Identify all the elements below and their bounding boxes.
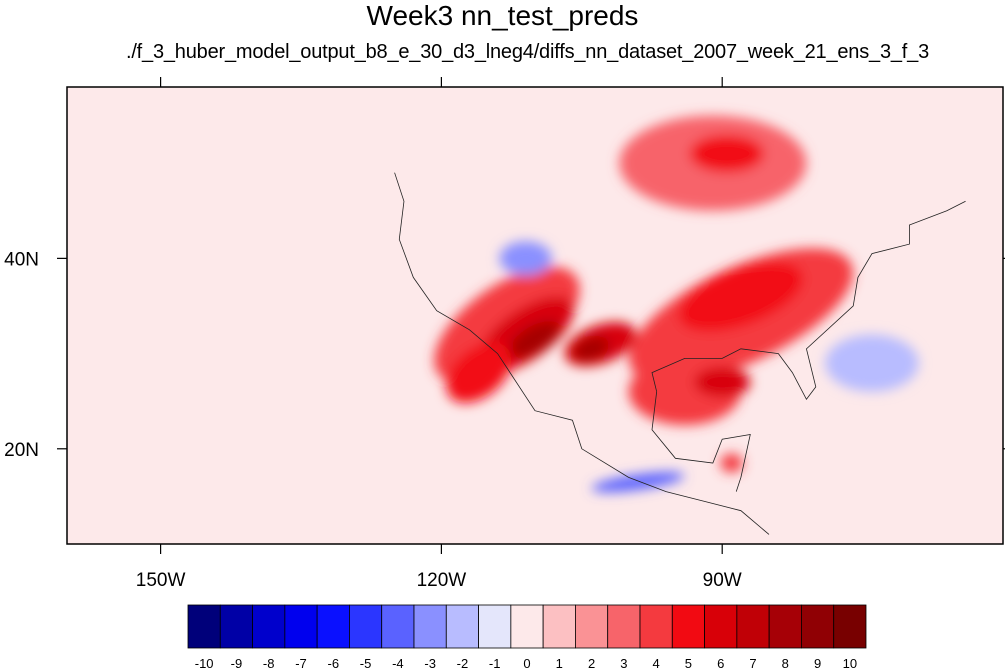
anomaly-blob <box>499 241 552 276</box>
y-tick-label: 40N <box>4 249 39 270</box>
anomaly-blob <box>678 261 804 332</box>
colorbar-label: -10 <box>195 656 214 671</box>
colorbar-label: -5 <box>360 656 372 671</box>
colorbar-swatch <box>478 604 512 649</box>
anomaly-blob <box>509 321 561 358</box>
anomaly-field <box>434 115 919 493</box>
colorbar-label: 3 <box>620 656 627 671</box>
colorbar-swatch <box>833 604 867 649</box>
colorbar-swatch <box>252 604 286 649</box>
chart-subtitle: ./f_3_huber_model_output_b8_e_30_d3_lneg… <box>125 41 930 63</box>
plot-frame <box>66 86 1004 545</box>
axis-ticks: 150W 120W 90W 40N 20N <box>4 77 1005 591</box>
coastlines <box>394 172 966 535</box>
anomaly-blob <box>591 472 685 493</box>
colorbar-label: -9 <box>231 656 243 671</box>
colorbar-swatch <box>671 604 705 649</box>
colorbar-label: 6 <box>717 656 724 671</box>
colorbar-swatch <box>607 604 641 649</box>
chart-title: Week3 nn_test_preds <box>366 0 639 31</box>
colorbar-swatch <box>316 604 350 649</box>
colorbar-label: 1 <box>556 656 563 671</box>
colorbar-label: 10 <box>843 656 857 671</box>
colorbar-label: 7 <box>749 656 756 671</box>
colorbar-label: 8 <box>782 656 789 671</box>
colorbar-swatch <box>219 604 253 649</box>
colorbar-label: -4 <box>392 656 404 671</box>
colorbar-label: -1 <box>489 656 501 671</box>
colorbar-swatch <box>542 604 576 649</box>
colorbar-label: 5 <box>685 656 692 671</box>
anomaly-blob <box>689 134 765 173</box>
colorbar-swatch <box>768 604 802 649</box>
colorbar-swatch <box>284 604 318 649</box>
x-tick-label: 150W <box>136 570 186 591</box>
colorbar-swatch <box>639 604 673 649</box>
colorbar-swatch <box>413 604 447 649</box>
colorbar: -10 -9 -8 -7 -6 -5 -4 -3 -2 -1 0 1 2 3 4 5 6 7 8 9 10 <box>187 604 867 671</box>
colorbar-swatch <box>704 604 738 649</box>
anomaly-blob <box>573 336 610 362</box>
colorbar-swatch <box>381 604 415 649</box>
colorbar-label: -8 <box>263 656 275 671</box>
coastline <box>394 172 770 535</box>
colorbar-label: -6 <box>328 656 340 671</box>
colorbar-label: 2 <box>588 656 595 671</box>
anomaly-blob <box>720 453 743 473</box>
coastline <box>651 200 966 401</box>
colorbar-label: -3 <box>424 656 436 671</box>
anomaly-blob <box>694 366 751 398</box>
colorbar-swatch <box>349 604 383 649</box>
colorbar-label: -2 <box>457 656 469 671</box>
colorbar-swatch <box>445 604 479 649</box>
colorbar-label: -7 <box>295 656 307 671</box>
colorbar-swatch <box>187 604 221 649</box>
colorbar-label: 0 <box>523 656 530 671</box>
colorbar-swatch <box>575 604 609 649</box>
anomaly-blob <box>446 342 512 403</box>
coastline <box>651 391 751 492</box>
x-tick-label: 120W <box>417 570 467 591</box>
colorbar-label: 9 <box>814 656 821 671</box>
colorbar-label: 4 <box>653 656 660 671</box>
x-tick-label: 90W <box>703 570 742 591</box>
colorbar-swatch <box>801 604 835 649</box>
y-tick-label: 20N <box>4 440 39 461</box>
anomaly-blob <box>825 334 919 392</box>
colorbar-swatch <box>510 604 544 649</box>
colorbar-swatch <box>736 604 770 649</box>
